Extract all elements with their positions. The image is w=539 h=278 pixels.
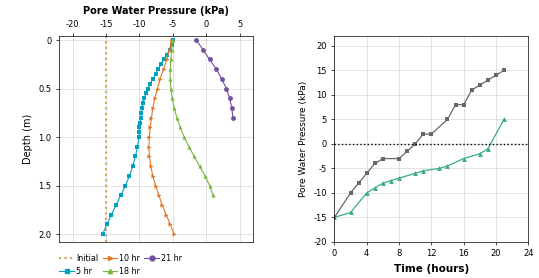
Y-axis label: Depth (m): Depth (m) — [23, 114, 33, 164]
2 meter — [371, 162, 378, 165]
Y-axis label: Pore Water Pressure (kPa): Pore Water Pressure (kPa) — [299, 81, 308, 197]
1 meter — [363, 191, 370, 195]
2 meter — [347, 191, 354, 195]
1 meter — [444, 164, 451, 168]
2 meter — [485, 79, 491, 82]
2 meter — [493, 74, 499, 77]
2 meter — [501, 69, 507, 72]
2 meter — [428, 132, 434, 136]
1 meter — [485, 147, 491, 150]
Legend: Initial, 5 hr, 10 hr, 18 hr, 21 hr: Initial, 5 hr, 10 hr, 18 hr, 21 hr — [59, 254, 182, 276]
1 meter — [388, 179, 394, 182]
2 meter — [444, 118, 451, 121]
2 meter — [412, 142, 418, 146]
Title: Pore Water Pressure (kPa): Pore Water Pressure (kPa) — [83, 6, 229, 16]
1 meter — [379, 182, 386, 185]
2 meter — [396, 157, 402, 160]
1 meter — [476, 152, 483, 155]
2 meter — [379, 157, 386, 160]
2 meter — [363, 172, 370, 175]
2 meter — [404, 150, 410, 153]
2 meter — [476, 83, 483, 87]
2 meter — [460, 103, 467, 106]
1 meter — [396, 177, 402, 180]
2 meter — [355, 182, 362, 185]
2 meter — [331, 216, 337, 219]
Line: 1 meter: 1 meter — [332, 117, 507, 220]
Line: 2 meter: 2 meter — [332, 68, 507, 220]
1 meter — [371, 186, 378, 190]
1 meter — [460, 157, 467, 160]
2 meter — [468, 88, 475, 92]
1 meter — [436, 167, 443, 170]
1 meter — [412, 172, 418, 175]
2 meter — [420, 132, 426, 136]
2 meter — [452, 103, 459, 106]
1 meter — [331, 216, 337, 219]
1 meter — [347, 211, 354, 214]
1 meter — [501, 118, 507, 121]
X-axis label: Time (hours): Time (hours) — [393, 264, 469, 274]
1 meter — [420, 169, 426, 173]
